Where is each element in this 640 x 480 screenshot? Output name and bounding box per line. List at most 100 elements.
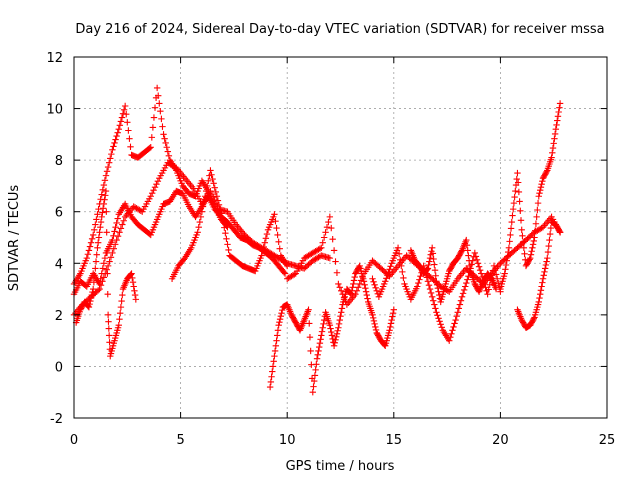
data-point: [398, 262, 405, 270]
data-point: [362, 288, 370, 295]
data-point: [458, 293, 466, 301]
data-point: [349, 284, 356, 291]
data-point: [262, 235, 270, 242]
data-point: [309, 389, 316, 396]
data-point: [92, 258, 100, 265]
data-point: [460, 286, 468, 294]
data-point: [508, 218, 515, 226]
data-point: [333, 269, 341, 276]
data-point: [89, 231, 97, 239]
x-tick-label: 15: [386, 433, 403, 448]
data-point: [100, 260, 108, 267]
data-point: [109, 236, 116, 244]
data-point: [434, 285, 442, 292]
data-point: [350, 277, 358, 284]
data-point: [387, 323, 394, 331]
data-point: [148, 190, 156, 197]
data-point: [90, 278, 98, 286]
data-point: [211, 184, 218, 191]
data-point: [111, 228, 118, 235]
data-point: [437, 321, 444, 328]
data-point: [340, 294, 348, 301]
data-point: [455, 305, 463, 312]
data-point: [472, 253, 480, 260]
data-point: [319, 239, 326, 246]
data-point: [147, 193, 154, 200]
data-point: [546, 236, 553, 244]
data-point: [529, 241, 537, 248]
data-point: [359, 273, 366, 281]
data-point: [463, 242, 471, 249]
data-point: [128, 270, 135, 277]
data-point: [159, 123, 166, 130]
data-point: [269, 368, 276, 375]
y-tick-label: 10: [46, 103, 63, 118]
data-point: [115, 126, 122, 133]
y-tick-labels: -2 0 2 4 6 8 10 12: [46, 51, 63, 427]
data-point: [535, 298, 542, 306]
data-point: [194, 229, 201, 236]
data-point: [116, 229, 123, 236]
data-point: [273, 337, 280, 344]
data-point: [101, 196, 108, 203]
data-point: [424, 278, 432, 285]
data-point: [156, 100, 163, 107]
data-point: [99, 186, 106, 193]
data-point: [276, 245, 283, 252]
data-point: [319, 324, 326, 331]
data-point: [291, 271, 298, 278]
data-point: [127, 143, 134, 151]
data-point: [197, 213, 205, 221]
data-point: [269, 363, 277, 370]
data-point: [207, 167, 214, 174]
data-point: [457, 297, 465, 304]
data-point: [272, 217, 279, 225]
data-point: [104, 291, 111, 298]
data-point: [103, 208, 110, 215]
data-point: [518, 226, 525, 233]
data-point: [220, 218, 227, 226]
data-point: [201, 193, 209, 200]
data-point: [514, 179, 522, 186]
data-point: [326, 321, 334, 329]
data-point: [529, 244, 536, 252]
data-point: [153, 181, 160, 188]
data-point: [199, 203, 207, 210]
data-point: [532, 227, 539, 234]
data-point: [492, 271, 500, 278]
data-point: [120, 217, 127, 224]
data-point: [163, 144, 170, 151]
data-point: [414, 283, 421, 290]
data-point: [429, 250, 437, 257]
data-point: [104, 163, 112, 171]
data-point: [84, 251, 92, 258]
data-point: [103, 229, 110, 236]
data-point: [335, 320, 343, 328]
data-point: [426, 254, 434, 262]
data-point: [102, 187, 110, 195]
data-point: [326, 213, 334, 221]
data-point: [329, 335, 336, 343]
data-point: [338, 309, 345, 316]
data-point: [511, 193, 518, 201]
data-point: [517, 217, 525, 224]
data-point: [110, 245, 117, 252]
data-point: [501, 270, 508, 277]
data-point: [222, 230, 229, 237]
data-point: [353, 287, 361, 294]
data-point: [132, 296, 140, 303]
data-point: [543, 258, 550, 265]
data-point: [87, 297, 94, 305]
data-point: [217, 210, 225, 217]
data-point: [553, 121, 560, 129]
data-point: [313, 355, 321, 362]
data-point: [86, 300, 93, 308]
series-track-d: [72, 187, 140, 360]
data-point: [542, 261, 550, 269]
data-point: [200, 198, 208, 205]
data-point: [428, 293, 436, 301]
data-point: [112, 136, 119, 143]
data-point: [208, 171, 215, 178]
plot-frame: [73, 56, 608, 419]
